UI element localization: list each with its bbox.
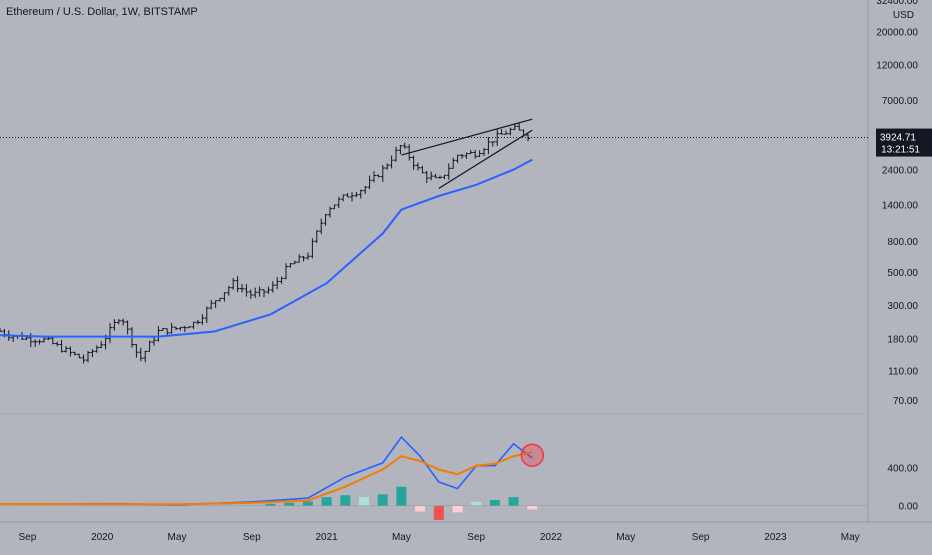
current-price-badge [876, 128, 932, 157]
histogram-bar [527, 505, 538, 510]
price-tick-label: 110.00 [888, 367, 918, 378]
price-tick-label: 800.00 [887, 237, 918, 248]
histogram-bar [377, 494, 388, 506]
time-tick-label: 2021 [315, 532, 338, 543]
price-tick-label: 32400.00 [876, 0, 918, 7]
price-tick-label: 180.00 [887, 334, 918, 345]
time-tick-label: 2020 [91, 532, 114, 543]
signal-line [0, 451, 533, 506]
time-tick-label: Sep [692, 532, 710, 543]
time-tick-label: Sep [243, 532, 261, 543]
price-tick-label: 500.00 [887, 268, 918, 279]
countdown-label: 13:21:51 [881, 145, 920, 156]
indicator-tick-label: 400.00 [887, 464, 918, 475]
price-tick-label: 2400.00 [882, 166, 919, 177]
symbol-title: Ethereum / U.S. Dollar, 1W, BITSTAMP [6, 6, 198, 18]
histogram-bar [489, 500, 500, 506]
price-tick-label: 12000.00 [876, 61, 918, 72]
time-tick-label: 2022 [540, 532, 563, 543]
price-tick-label: 7000.00 [882, 96, 919, 107]
macd-line [0, 435, 533, 506]
wedge-lower-line [438, 129, 533, 189]
histogram-bar [359, 497, 369, 506]
price-tick-label: 300.00 [887, 301, 918, 312]
histogram-bar [302, 501, 313, 506]
moving-average-line [0, 158, 533, 338]
price-tick-label: 70.00 [893, 396, 918, 407]
time-tick-label: May [392, 532, 411, 543]
histogram-bar [396, 486, 407, 506]
time-tick-label: Sep [19, 532, 37, 543]
currency-label: USD [893, 10, 914, 21]
price-tick-label: 1400.00 [882, 201, 919, 212]
histogram-bar [321, 497, 332, 506]
histogram-bar [433, 505, 444, 520]
price-axis-panel [868, 0, 932, 550]
histogram-bar [508, 497, 519, 506]
indicator-tick-label: 0.00 [899, 502, 919, 513]
histogram-bar [265, 503, 276, 506]
time-tick-label: 2023 [764, 532, 787, 543]
histogram-bar [340, 495, 351, 506]
histogram-bar [284, 502, 295, 506]
time-tick-label: May [168, 532, 187, 543]
crossover-highlight-circle [520, 443, 545, 467]
time-tick-label: Sep [467, 532, 485, 543]
histogram-bar [452, 505, 463, 513]
time-tick-label: May [841, 532, 860, 543]
histogram-bar [415, 505, 426, 512]
price-tick-label: 20000.00 [876, 27, 918, 38]
histogram-bar [471, 501, 482, 506]
wedge-upper-line [401, 118, 533, 156]
time-tick-label: May [616, 532, 635, 543]
current-price-label: 3924.71 [880, 133, 917, 144]
